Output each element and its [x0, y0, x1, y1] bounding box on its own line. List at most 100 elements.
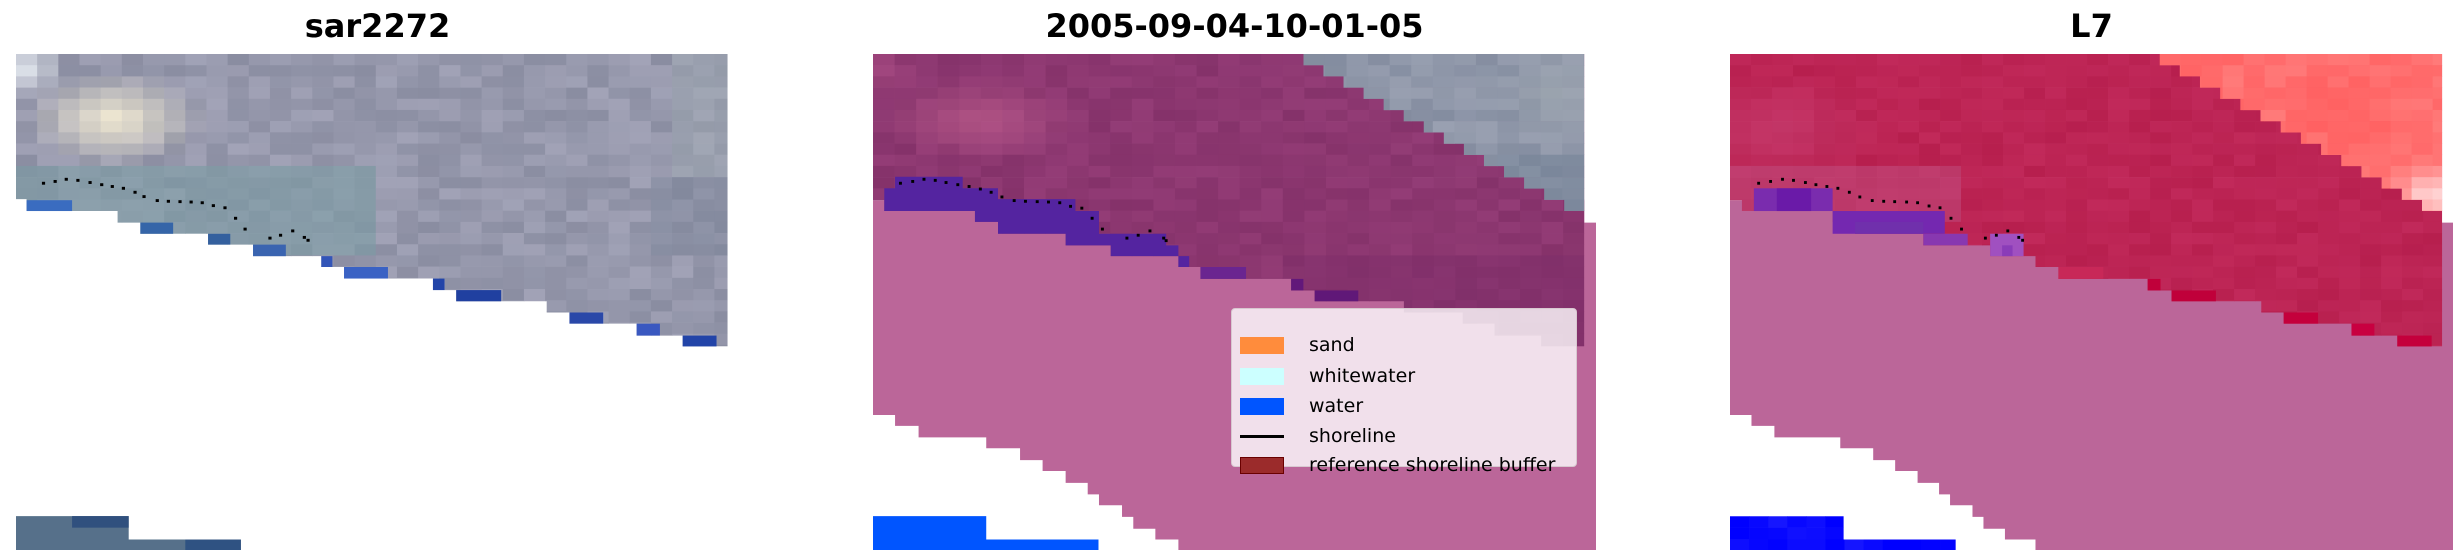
image-pixel [650, 322, 673, 335]
image-pixel [672, 76, 694, 88]
image-pixel [1045, 188, 1068, 200]
image-pixel [2222, 54, 2244, 66]
image-pixel [375, 244, 398, 256]
image-pixel [142, 98, 165, 111]
image-pixel [1239, 199, 1262, 211]
image-pixel [121, 165, 144, 178]
image-pixel [2066, 244, 2088, 256]
image-pixel [1110, 210, 1133, 223]
image-pixel [2369, 65, 2392, 77]
image-pixel [1751, 87, 1773, 100]
image-pixel [1303, 54, 1326, 66]
image-pixel [2129, 165, 2151, 178]
image-pixel [566, 233, 588, 245]
image-pixel [312, 87, 334, 100]
image-pixel [629, 54, 652, 66]
image-pixel [1131, 165, 1154, 178]
image-pixel [333, 65, 356, 77]
image-pixel [1153, 177, 1176, 189]
image-pixel [333, 109, 356, 122]
image-pixel [248, 199, 271, 211]
image-pixel [1347, 165, 1370, 178]
image-pixel [693, 109, 715, 122]
image-pixel [545, 221, 567, 234]
image-pixel [2339, 300, 2361, 312]
image-pixel [545, 244, 567, 256]
image-pixel [693, 76, 715, 88]
image-pixel [439, 109, 461, 122]
image-pixel [1772, 165, 1794, 178]
image-pixel [1520, 199, 1543, 211]
image-pixel [1282, 188, 1305, 200]
image-pixel [2150, 199, 2172, 211]
image-pixel [1389, 65, 1412, 77]
image-pixel [608, 121, 631, 133]
image-pixel [1898, 165, 1920, 178]
image-pixel [58, 54, 80, 66]
image-pixel [502, 199, 525, 211]
image-pixel [2066, 54, 2088, 66]
image-pixel [375, 143, 398, 156]
image-pixel [587, 277, 610, 290]
image-pixel [1002, 177, 1025, 189]
image-pixel [2339, 244, 2361, 256]
image-pixel [1390, 289, 1413, 301]
image-pixel [1877, 76, 1899, 88]
image-pixel [227, 76, 250, 88]
image-pixel [1751, 143, 1773, 156]
image-pixel [2213, 255, 2235, 267]
image-pixel [1454, 143, 1477, 156]
image-pixel [566, 188, 588, 200]
image-pixel [1476, 289, 1499, 301]
image-pixel [2045, 177, 2067, 189]
shoreline-point [1100, 227, 1104, 231]
image-pixel [1519, 65, 1542, 77]
image-pixel [79, 188, 102, 200]
image-pixel [396, 154, 419, 167]
image-pixel [100, 333, 123, 346]
image-pixel [142, 344, 165, 347]
image-pixel [2390, 76, 2413, 88]
image-pixel [1877, 199, 1899, 211]
image-pixel [1023, 143, 1046, 156]
image-pixel [396, 54, 419, 66]
image-pixel [1856, 87, 1878, 100]
image-pixel [1023, 177, 1046, 189]
image-pixel [714, 177, 728, 189]
image-pixel [1835, 87, 1857, 100]
image-pixel [1023, 65, 1046, 77]
legend-label: sand [1309, 334, 1355, 356]
image-pixel [2234, 244, 2256, 256]
image-pixel [1961, 199, 1983, 211]
image-pixel [1153, 98, 1176, 111]
image-pixel [2402, 244, 2424, 256]
image-pixel [16, 344, 38, 347]
image-pixel [291, 266, 313, 279]
image-pixel [1282, 154, 1305, 167]
image-pixel [312, 188, 334, 200]
image-pixel [164, 210, 186, 223]
image-pixel [37, 333, 59, 346]
image-pixel [1856, 188, 1878, 200]
image-pixel [418, 333, 440, 346]
shoreline-point [1757, 181, 1761, 185]
image-pixel [672, 188, 694, 200]
image-pixel [1498, 199, 1521, 211]
image-pixel [291, 54, 313, 66]
image-pixel [1519, 132, 1542, 144]
image-pixel [312, 300, 334, 312]
image-pixel [2339, 188, 2361, 200]
image-pixel [2066, 132, 2088, 144]
image-pixel [1282, 121, 1305, 133]
image-pixel [1390, 143, 1413, 156]
index-pixel [2283, 312, 2319, 324]
image-pixel [1877, 65, 1899, 77]
image-pixel [1541, 300, 1564, 312]
image-pixel [1730, 539, 1750, 550]
image-pixel [2348, 154, 2370, 167]
image-pixel [2381, 277, 2403, 290]
image-pixel [100, 98, 123, 111]
image-pixel [1045, 98, 1068, 111]
image-pixel [2402, 322, 2424, 335]
image-pixel [1412, 266, 1435, 279]
